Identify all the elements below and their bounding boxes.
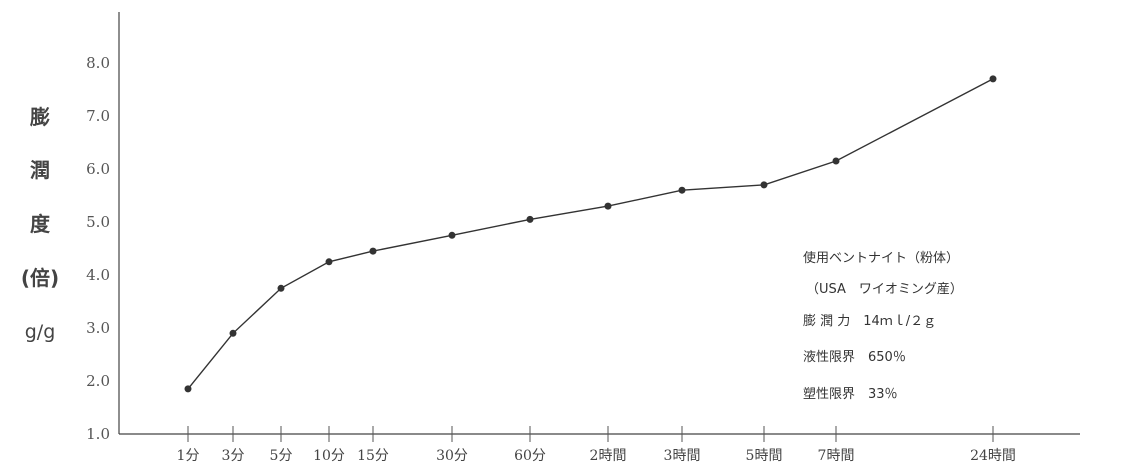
y-axis-title: 膨 潤 度 (倍) g/g xyxy=(21,105,59,343)
annotation-line: 液性限界 650％ xyxy=(803,350,906,365)
y-tick-label: 4.0 xyxy=(86,266,110,284)
x-tick-label: 5時間 xyxy=(746,448,783,464)
x-tick-label: 60分 xyxy=(514,448,546,464)
y-axis-label-char: 膨 xyxy=(29,105,50,129)
x-tick-label: 2時間 xyxy=(590,448,627,464)
data-point xyxy=(832,157,840,165)
x-tick-label: 24時間 xyxy=(970,448,1016,464)
data-point xyxy=(760,181,768,189)
data-point xyxy=(184,385,192,393)
x-tick-label: 30分 xyxy=(436,448,468,464)
data-point xyxy=(229,329,237,337)
x-tick-label: 5分 xyxy=(270,448,293,464)
y-axis-unit: g/g xyxy=(25,321,56,343)
annotation-line: 膨 潤 力 14ｍｌ/２ｇ xyxy=(803,314,936,329)
y-tick-label: 2.0 xyxy=(86,372,110,390)
annotation-line: （USA ワイオミング産） xyxy=(806,281,963,297)
data-point xyxy=(448,231,456,239)
x-tick-label: 1分 xyxy=(177,448,200,464)
y-axis-label-char: 度 xyxy=(30,212,51,236)
data-point xyxy=(325,258,333,266)
y-tick-label: 1.0 xyxy=(86,425,110,443)
x-tick-group: 1分 3分 5分 10分 15分 30分 60分 2時間 3時間 5時間 7時間 24時間 xyxy=(177,426,1016,464)
data-point-group xyxy=(184,75,997,393)
series-line xyxy=(187,78,994,390)
annotation-line: 塑性限界 33％ xyxy=(803,387,898,402)
x-tick-label: 10分 xyxy=(313,448,345,464)
data-point xyxy=(678,186,686,194)
data-point xyxy=(604,202,612,210)
annotation-line: 使用ベントナイト（粉体） xyxy=(803,250,959,266)
y-tick-label: 5.0 xyxy=(86,213,110,231)
y-tick-group: 1.0 2.0 3.0 4.0 5.0 6.0 7.0 8.0 xyxy=(86,54,110,443)
y-axis-label-char: (倍) xyxy=(21,266,59,290)
annotation-box: 使用ベントナイト（粉体） （USA ワイオミング産） 膨 潤 力 14ｍｌ/２ｇ… xyxy=(803,250,963,402)
data-point xyxy=(526,215,534,223)
y-tick-label: 3.0 xyxy=(86,319,110,337)
y-tick-label: 8.0 xyxy=(86,54,110,72)
y-tick-label: 7.0 xyxy=(86,107,110,125)
y-tick-label: 6.0 xyxy=(86,160,110,178)
x-tick-label: 15分 xyxy=(357,448,389,464)
data-point xyxy=(369,247,377,255)
y-axis-label-char: 潤 xyxy=(30,158,50,182)
data-point xyxy=(277,284,285,292)
data-point xyxy=(989,75,997,83)
x-tick-label: 7時間 xyxy=(818,448,855,464)
x-tick-label: 3時間 xyxy=(664,448,701,464)
x-tick-label: 3分 xyxy=(222,448,245,464)
